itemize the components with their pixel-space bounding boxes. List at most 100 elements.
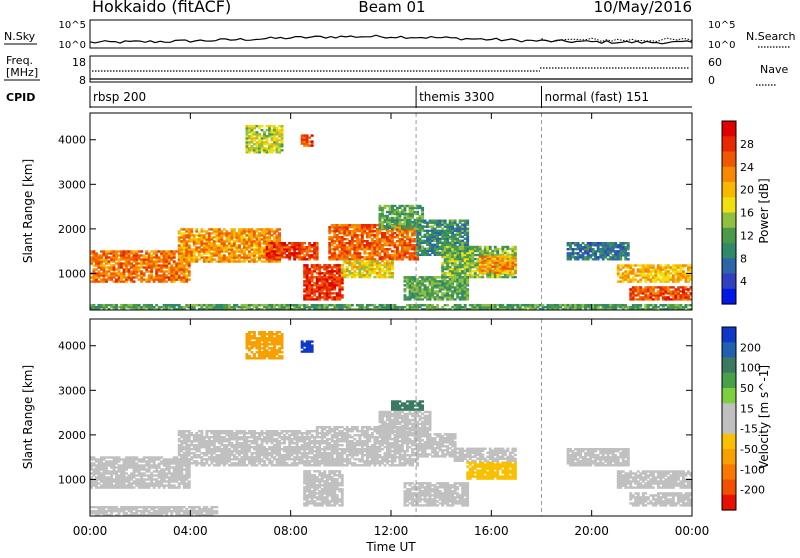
time-tick-label: 00:00 [675, 524, 710, 538]
nsearch-tick-high: 10^5 [708, 20, 735, 31]
velocity-echo-region [617, 470, 693, 489]
velocity-echo-region [303, 470, 343, 507]
velocity-colorbar-swatch [722, 449, 736, 465]
velocity-ytick-label: 4000 [58, 340, 86, 353]
freq-tick-low: 8 [79, 74, 86, 87]
velocity-colorbar-swatch [722, 358, 736, 374]
power-colorbar-tick: 12 [740, 229, 754, 242]
power-ylabel: Slant Range [km] [21, 159, 35, 263]
nave-tick-low: 0 [708, 74, 715, 87]
velocity-colorbar-tick: -200 [740, 484, 765, 497]
power-colorbar-swatch [722, 243, 736, 259]
velocity-echo-region [246, 331, 284, 360]
cpid-segment-label: rbsp 200 [93, 90, 146, 104]
velocity-colorbar-swatch [722, 434, 736, 450]
nsky-tick-high: 10^5 [59, 20, 86, 31]
cpid-segment-label: normal (fast) 151 [545, 90, 649, 104]
freq-tick-high: 18 [72, 56, 86, 69]
power-echo-region [90, 250, 191, 282]
velocity-echo-region [629, 492, 692, 506]
station-title: Hokkaido (fitACF) [92, 0, 231, 16]
power-colorbar-swatch [722, 213, 736, 229]
velocity-echo-region [404, 482, 470, 507]
time-tick-label: 08:00 [273, 524, 308, 538]
velocity-echo-region [301, 340, 314, 352]
nsearch-label: N.Search [746, 30, 796, 43]
power-echo-region [178, 228, 281, 262]
nsky-tick-low: 10^0 [59, 40, 86, 51]
velocity-colorbar-swatch [722, 327, 736, 343]
power-echo-region [266, 242, 319, 261]
velocity-colorbar-tick: -50 [740, 443, 758, 456]
time-tick-label: 20:00 [574, 524, 609, 538]
freq-label-line2: [MHz] [6, 66, 38, 79]
time-tick-label: 00:00 [73, 524, 108, 538]
velocity-colorbar-tick: 15 [740, 402, 754, 415]
power-echo-region [246, 125, 284, 154]
power-echo-region [567, 242, 630, 261]
time-tick-label: 04:00 [173, 524, 208, 538]
time-axis-label: Time UT [365, 540, 416, 554]
power-ytick-label: 4000 [58, 134, 86, 147]
power-colorbar-tick: 4 [740, 275, 747, 288]
velocity-colorbar-tick: 200 [740, 341, 761, 354]
power-colorbar-swatch [722, 121, 736, 137]
power-echo-region [629, 286, 692, 300]
velocity-ytick-label: 1000 [58, 473, 86, 486]
time-axis: 00:00 04:00 08:00 12:00 16:00 20:00 00:00 [73, 524, 710, 538]
power-colorbar-swatch [722, 136, 736, 152]
power-colorbar-swatch [722, 228, 736, 244]
velocity-echo-region [466, 461, 517, 479]
power-colorbar-tick: 24 [740, 161, 754, 174]
nsky-trace [90, 35, 692, 44]
velocity-echo-region [379, 411, 432, 436]
velocity-ytick-label: 3000 [58, 384, 86, 397]
power-colorbar-swatch [722, 167, 736, 183]
power-colorbar-swatch [722, 152, 736, 168]
velocity-echo-region [567, 448, 630, 467]
power-colorbar-tick: 8 [740, 252, 747, 265]
nsky-label: N.Sky [4, 30, 36, 43]
cpid-strip: CPID rbsp 200 themis 3300 normal (fast) 15… [6, 86, 692, 108]
velocity-colorbar-swatch [722, 342, 736, 358]
velocity-echo-region [416, 433, 457, 458]
power-echo-region [404, 276, 470, 301]
power-echo-region [328, 224, 419, 261]
nsearch-tick-low: 10^0 [708, 40, 735, 51]
power-echo-region [303, 264, 343, 301]
power-colorbar-tick: 20 [740, 184, 754, 197]
velocity-colorbar-swatch [722, 373, 736, 389]
velocity-ytick-label: 2000 [58, 429, 86, 442]
power-ytick-label: 2000 [58, 223, 86, 236]
velocity-colorbar-swatch [722, 388, 736, 404]
power-colorbar-tick: 16 [740, 207, 754, 220]
power-ytick-label: 1000 [58, 267, 86, 280]
velocity-echo-region [90, 456, 191, 489]
velocity-echo-region [391, 400, 424, 411]
velocity-colorbar-tick: 50 [740, 382, 754, 395]
date-title: 10/May/2016 [594, 0, 692, 16]
time-tick-label: 16:00 [474, 524, 509, 538]
power-colorbar-swatch [722, 289, 736, 305]
velocity-echo-region [454, 448, 517, 462]
time-tick-label: 12:00 [374, 524, 409, 538]
freq-frame [90, 56, 692, 82]
velocity-colorbar-tick: -15 [740, 423, 758, 436]
nave-tick-high: 60 [708, 56, 722, 69]
beam-title: Beam 01 [358, 0, 425, 16]
velocity-colorbar-swatch [722, 480, 736, 496]
power-echo-region [301, 134, 314, 146]
cpid-segment-label: themis 3300 [419, 90, 494, 104]
nsky-panel: N.Sky 10^5 10^0 N.Search 10^5 10^0 [4, 20, 796, 51]
power-colorbar-swatch [722, 182, 736, 198]
velocity-echo-region [178, 430, 319, 467]
power-echo-region [617, 264, 693, 283]
cpid-label: CPID [6, 91, 35, 104]
power-echo-region [341, 260, 394, 278]
power-colorbar-swatch [722, 197, 736, 213]
power-colorbar-tick: 28 [740, 138, 754, 151]
velocity-cbar-label: Velocity [m s^-1] [757, 365, 771, 469]
